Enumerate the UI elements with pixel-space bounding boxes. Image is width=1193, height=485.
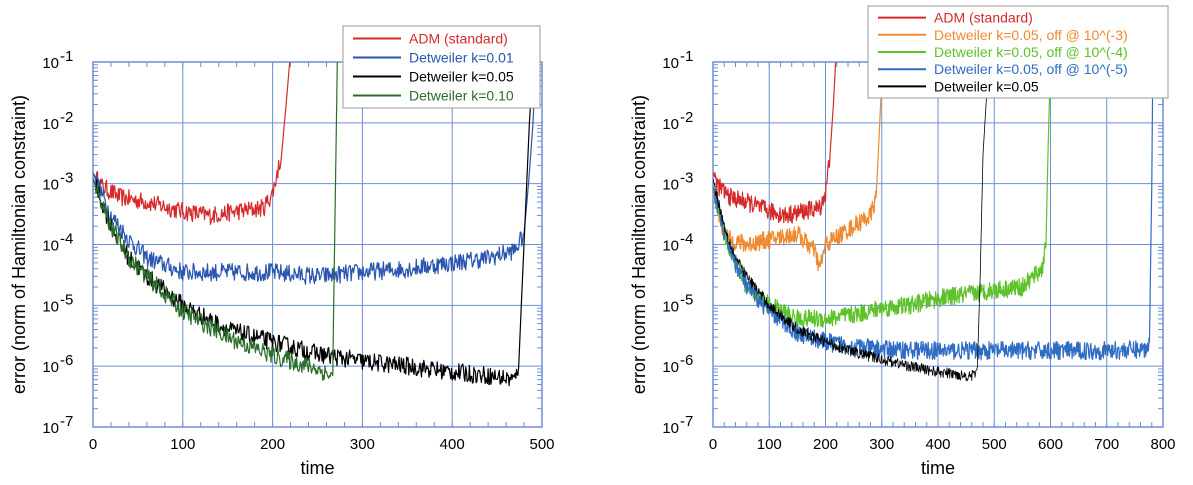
y-axis-label: error (norm of Hamiltonian constraint)	[9, 95, 29, 394]
x-tick-label: 400	[925, 436, 950, 453]
y-tick-exponent: -6	[60, 352, 73, 369]
y-tick-label: 10	[662, 420, 679, 437]
series-group	[713, 58, 1154, 382]
x-tick-label: 200	[260, 436, 285, 453]
x-tick-label: 700	[1094, 436, 1119, 453]
y-tick-label: 10	[662, 116, 679, 133]
y-tick-label: 10	[42, 177, 59, 194]
series-line	[713, 61, 989, 382]
legend-label: Detweiler k=0.05	[934, 78, 1039, 94]
plot-frame	[92, 61, 543, 428]
y-tick-exponent: -1	[60, 48, 73, 65]
y-tick-exponent: -2	[680, 109, 693, 126]
y-tick-label: 10	[42, 55, 59, 72]
y-tick-exponent: -7	[60, 413, 73, 430]
grid	[92, 61, 543, 428]
legend-label: Detweiler k=0.05	[409, 69, 514, 85]
x-axis-label: time	[921, 458, 955, 478]
x-tick-label: 0	[709, 436, 717, 453]
legend-label: Detweiler k=0.10	[409, 88, 514, 104]
y-tick-exponent: -4	[60, 231, 73, 248]
y-tick-label: 10	[42, 298, 59, 315]
series-group	[93, 61, 537, 387]
y-tick-exponent: -7	[680, 413, 693, 430]
x-tick-label: 200	[813, 436, 838, 453]
y-tick-exponent: -3	[680, 170, 693, 187]
y-tick-exponent: -5	[680, 291, 693, 308]
y-tick-exponent: -1	[680, 48, 693, 65]
y-tick-label: 10	[42, 359, 59, 376]
x-tick-label: 500	[529, 436, 554, 453]
y-tick-label: 10	[662, 359, 679, 376]
series-line	[713, 58, 886, 272]
x-tick-label: 300	[350, 436, 375, 453]
y-tick-label: 10	[662, 298, 679, 315]
y-axis-label: error (norm of Hamiltonian constraint)	[629, 95, 649, 394]
legend: ADM (standard) Detweiler k=0.01 Detweiler …	[342, 25, 541, 109]
series-line	[93, 61, 291, 225]
series-line	[713, 61, 1154, 361]
y-tick-label: 10	[662, 177, 679, 194]
series-line	[713, 61, 837, 224]
y-tick-label: 10	[662, 55, 679, 72]
legend-label: Detweiler k=0.05, off @ 10^(-4)	[934, 44, 1128, 60]
x-tick-label: 400	[440, 436, 465, 453]
x-tick-label: 0	[89, 436, 97, 453]
y-tick-exponent: -2	[60, 109, 73, 126]
y-tick-exponent: -6	[680, 352, 693, 369]
x-tick-label: 100	[757, 436, 782, 453]
legend-label: Detweiler k=0.01	[409, 50, 514, 66]
legend-label: Detweiler k=0.05, off @ 10^(-3)	[934, 27, 1128, 43]
y-tick-exponent: -4	[680, 231, 693, 248]
legend-label: Detweiler k=0.05, off @ 10^(-5)	[934, 61, 1128, 77]
x-axis-label: time	[300, 458, 334, 478]
legend: ADM (standard)Detweiler k=0.05, off @ 10…	[867, 5, 1169, 99]
x-tick-label: 300	[869, 436, 894, 453]
y-tick-label: 10	[42, 116, 59, 133]
legend-label: ADM (standard)	[409, 31, 508, 47]
legend-box	[342, 25, 541, 109]
y-tick-label: 10	[42, 238, 59, 255]
y-tick-exponent: -5	[60, 291, 73, 308]
y-tick-label: 10	[42, 420, 59, 437]
x-tick-label: 100	[170, 436, 195, 453]
chart-1: 0 100 200 300 400 50010-710-610-510-410-310-2…	[9, 25, 555, 478]
y-tick-exponent: -3	[60, 170, 73, 187]
series-line	[93, 61, 338, 382]
x-tick-label: 600	[1038, 436, 1063, 453]
x-tick-label: 800	[1150, 436, 1175, 453]
legend-label: ADM (standard)	[934, 10, 1033, 26]
series-line	[93, 61, 537, 285]
y-tick-label: 10	[662, 238, 679, 255]
x-tick-label: 500	[982, 436, 1007, 453]
